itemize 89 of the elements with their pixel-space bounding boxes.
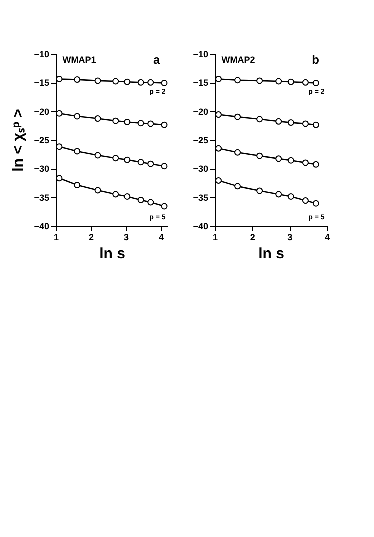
- point: [112, 155, 120, 162]
- point: [288, 78, 294, 86]
- point: [215, 76, 222, 82]
- point: [138, 159, 144, 166]
- y-tick-label: −15: [34, 78, 50, 88]
- y-tick-label: −10: [34, 50, 50, 60]
- point: [148, 79, 154, 86]
- point: [124, 118, 131, 126]
- point: [256, 152, 264, 160]
- point: [302, 120, 309, 128]
- point: [138, 79, 144, 86]
- point: [234, 183, 242, 190]
- point: [148, 199, 154, 206]
- point: [276, 156, 282, 162]
- point: [138, 120, 144, 127]
- point: [56, 76, 63, 82]
- point: [148, 120, 154, 128]
- y-tick-label: −30: [193, 164, 208, 174]
- point: [302, 198, 309, 204]
- point: [161, 203, 168, 210]
- y-tick-label: −15: [193, 78, 208, 88]
- point: [112, 78, 120, 85]
- point: [56, 110, 63, 117]
- point: [94, 78, 102, 84]
- point: [234, 114, 242, 120]
- point: [74, 76, 81, 84]
- point: [312, 80, 320, 86]
- point: [112, 118, 120, 124]
- point: [215, 145, 222, 152]
- x-tick-label: 4: [158, 232, 164, 242]
- point: [148, 160, 154, 168]
- point: [276, 118, 282, 125]
- point: [112, 191, 120, 198]
- y-tick-label: −10: [193, 50, 208, 60]
- y-tick-label: −40: [34, 222, 50, 232]
- y-tick-label: −25: [193, 136, 208, 146]
- point: [302, 160, 309, 166]
- point: [215, 112, 222, 118]
- y-tick-label: −25: [34, 136, 50, 146]
- point: [288, 157, 294, 164]
- annotation: WMAP2: [222, 55, 256, 66]
- point: [302, 79, 309, 86]
- point: [312, 122, 320, 128]
- y-tick-label: −35: [34, 192, 50, 203]
- point: [312, 200, 320, 207]
- point: [288, 120, 294, 126]
- x-tick-label: 1: [54, 232, 60, 242]
- point: [256, 78, 264, 84]
- point: [234, 149, 242, 156]
- point: [288, 194, 294, 200]
- point: [94, 187, 102, 194]
- x-tick-label: 2: [250, 232, 256, 242]
- x-axis-title: ln s: [258, 246, 284, 262]
- point: [312, 161, 320, 168]
- x-axis-title: ln s: [100, 246, 126, 262]
- point: [276, 191, 282, 198]
- x-tick-label: 3: [124, 232, 130, 242]
- y-tick-label: −40: [193, 222, 208, 232]
- point: [256, 116, 264, 123]
- annotation: WMAP1: [62, 55, 96, 66]
- point: [94, 116, 102, 122]
- x-tick-label: 3: [288, 232, 293, 242]
- point: [124, 156, 131, 164]
- point: [234, 77, 242, 84]
- point: [74, 113, 81, 120]
- x-tick-label: 2: [88, 232, 94, 242]
- point: [124, 78, 131, 86]
- point: [276, 78, 282, 85]
- y-tick-label: −30: [34, 164, 50, 174]
- point: [161, 163, 168, 170]
- point: [215, 177, 222, 184]
- y-tick-label: −35: [193, 192, 208, 203]
- annotation: a: [153, 53, 160, 68]
- point: [161, 122, 168, 128]
- y-tick-label: −20: [193, 106, 208, 117]
- point: [74, 182, 81, 189]
- y-tick-label: −20: [34, 106, 50, 117]
- y-axis-title: ln < χₛᵖ >: [10, 108, 28, 172]
- point: [138, 196, 144, 204]
- point: [56, 175, 63, 182]
- x-tick-label: 1: [212, 232, 218, 242]
- point: [256, 188, 264, 194]
- x-tick-label: 4: [324, 232, 330, 242]
- point: [161, 80, 168, 86]
- point: [124, 194, 131, 200]
- point: [94, 152, 102, 159]
- point: [56, 144, 63, 150]
- point: [74, 148, 81, 155]
- annotation: b: [312, 53, 320, 68]
